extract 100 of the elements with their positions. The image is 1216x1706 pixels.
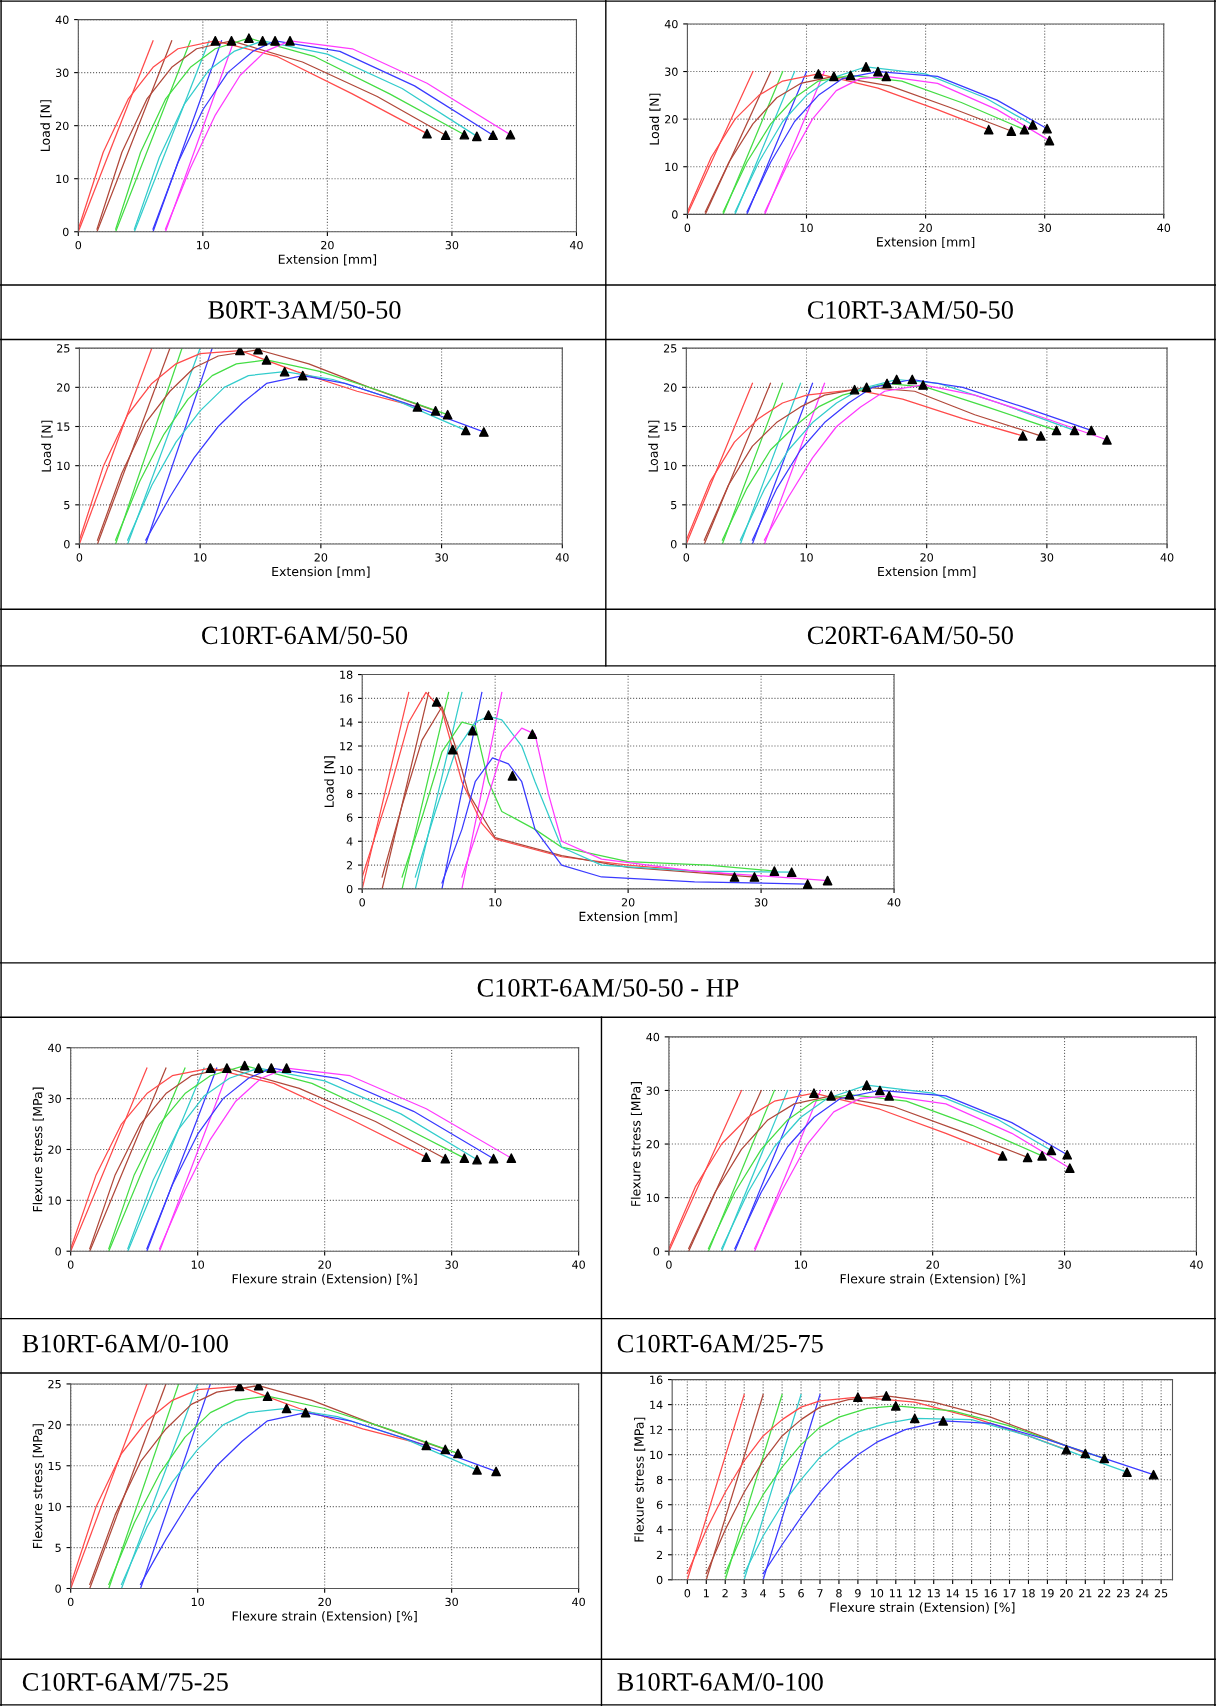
x-tick-label: 6 bbox=[798, 1589, 804, 1598]
x-tick-label: 5 bbox=[779, 1589, 785, 1598]
x-tick-label: 10 bbox=[489, 898, 502, 907]
x-tick-label: 10 bbox=[191, 1260, 205, 1269]
x-tick-label: 13 bbox=[927, 1589, 940, 1598]
text: C10RT-6AM/75-25 bbox=[22, 1673, 228, 1691]
y-tick-label: 0 bbox=[64, 539, 70, 549]
y-axis-title: Load [N] bbox=[648, 420, 660, 472]
text: C20RT-6AM/50-50 bbox=[807, 626, 1013, 645]
x-tick-label: 0 bbox=[75, 240, 82, 250]
x-tick-label: 20 bbox=[1060, 1589, 1073, 1598]
y-tick-label: 20 bbox=[663, 383, 677, 392]
x-tick-label: 10 bbox=[871, 1589, 884, 1598]
y-tick-label: 0 bbox=[670, 539, 677, 549]
y-tick-label: 20 bbox=[665, 115, 678, 124]
y-tick-label: 0 bbox=[672, 210, 678, 219]
x-tick-label: 20 bbox=[920, 553, 934, 562]
y-axis-title: Load [N] bbox=[324, 756, 336, 808]
y-tick-label: 10 bbox=[665, 162, 678, 172]
x-tick-label: 8 bbox=[836, 1589, 842, 1598]
y-tick-label: 8 bbox=[346, 789, 353, 799]
y-tick-label: 14 bbox=[650, 1400, 663, 1409]
y-axis-title: Load [N] bbox=[41, 420, 53, 472]
y-tick-label: 40 bbox=[664, 19, 678, 29]
x-tick-label: 20 bbox=[919, 223, 932, 232]
y-tick-label: 5 bbox=[671, 500, 677, 510]
x-tick-label: 7 bbox=[817, 1589, 823, 1598]
x-tick-label: 4 bbox=[760, 1589, 767, 1598]
y-tick-label: 18 bbox=[340, 670, 353, 679]
y-tick-label: 20 bbox=[57, 383, 70, 392]
x-tick-label: 20 bbox=[621, 898, 635, 907]
y-axis-title: Flexure stress [MPa] bbox=[634, 1417, 646, 1542]
x-tick-label: 12 bbox=[908, 1589, 921, 1598]
y-tick-label: 15 bbox=[664, 422, 677, 431]
y-tick-label: 10 bbox=[48, 1502, 61, 1512]
y-axis-title: Load [N] bbox=[649, 93, 661, 145]
x-axis-title: Extension [mm] bbox=[272, 566, 370, 578]
x-tick-label: 23 bbox=[1116, 1589, 1130, 1598]
y-axis-title: Flexure stress [MPa] bbox=[32, 1424, 44, 1549]
y-tick-label: 25 bbox=[663, 344, 677, 353]
x-tick-label: 40 bbox=[572, 1597, 585, 1607]
text: C10RT-6AM/50-50 - HP bbox=[477, 978, 739, 997]
y-tick-label: 5 bbox=[55, 1543, 61, 1552]
x-tick-label: 1 bbox=[703, 1589, 709, 1598]
x-tick-label: 20 bbox=[318, 1260, 331, 1269]
x-tick-label: 19 bbox=[1041, 1589, 1054, 1598]
x-tick-label: 20 bbox=[314, 553, 328, 562]
x-tick-label: 3 bbox=[741, 1589, 747, 1598]
y-tick-label: 40 bbox=[646, 1032, 660, 1042]
x-tick-label: 10 bbox=[197, 240, 210, 250]
x-tick-label: 30 bbox=[1038, 223, 1052, 232]
y-tick-label: 5 bbox=[64, 500, 70, 510]
y-tick-label: 20 bbox=[55, 121, 69, 131]
x-tick-label: 0 bbox=[359, 898, 365, 907]
x-tick-label: 40 bbox=[555, 553, 569, 562]
y-tick-label: 10 bbox=[56, 174, 69, 184]
y-tick-label: 0 bbox=[653, 1247, 660, 1256]
x-tick-label: 20 bbox=[318, 1597, 331, 1607]
x-tick-label: 10 bbox=[794, 1260, 808, 1269]
y-tick-label: 14 bbox=[340, 718, 353, 727]
x-tick-label: 18 bbox=[1022, 1589, 1035, 1598]
y-tick-label: 10 bbox=[646, 1193, 660, 1203]
x-axis-title: Extension [mm] bbox=[877, 236, 975, 249]
text: C10RT-3AM/50-50 bbox=[807, 301, 1013, 319]
x-tick-label: 30 bbox=[1040, 553, 1054, 562]
x-axis-title: Extension [mm] bbox=[878, 566, 976, 578]
y-tick-label: 30 bbox=[55, 68, 69, 77]
x-tick-label: 40 bbox=[1157, 223, 1171, 232]
x-tick-label: 16 bbox=[984, 1589, 997, 1598]
y-tick-label: 10 bbox=[650, 1450, 663, 1460]
y-tick-label: 15 bbox=[48, 1461, 61, 1471]
y-tick-label: 2 bbox=[656, 1550, 663, 1559]
y-tick-label: 4 bbox=[346, 837, 353, 846]
y-tick-label: 25 bbox=[48, 1379, 61, 1389]
y-tick-label: 12 bbox=[340, 741, 353, 751]
y-tick-label: 0 bbox=[55, 1247, 61, 1256]
text: C10RT-6AM/25-75 bbox=[617, 1334, 823, 1353]
x-tick-label: 0 bbox=[684, 1589, 691, 1598]
y-tick-label: 20 bbox=[646, 1140, 660, 1149]
x-tick-label: 30 bbox=[435, 553, 448, 562]
y-tick-label: 2 bbox=[346, 861, 353, 870]
y-tick-label: 10 bbox=[57, 461, 70, 471]
y-tick-label: 10 bbox=[340, 765, 353, 775]
y-tick-label: 15 bbox=[57, 422, 70, 431]
y-tick-label: 8 bbox=[656, 1475, 663, 1485]
x-tick-label: 40 bbox=[572, 1260, 585, 1269]
x-tick-label: 40 bbox=[1189, 1260, 1203, 1269]
y-axis-title: Flexure stress [MPa] bbox=[630, 1082, 643, 1206]
y-tick-label: 10 bbox=[48, 1196, 61, 1205]
x-axis-title: Flexure strain (Extension) [%] bbox=[232, 1611, 417, 1623]
y-tick-label: 30 bbox=[646, 1086, 660, 1095]
x-tick-label: 14 bbox=[946, 1589, 960, 1598]
y-tick-label: 20 bbox=[48, 1420, 61, 1430]
y-tick-label: 4 bbox=[656, 1525, 663, 1534]
x-tick-label: 9 bbox=[855, 1589, 861, 1598]
x-axis-title: Extension [mm] bbox=[278, 254, 377, 266]
x-tick-label: 17 bbox=[1003, 1589, 1016, 1598]
text: C10RT-6AM/50-50 bbox=[202, 626, 408, 645]
x-axis-title: Extension [mm] bbox=[579, 911, 677, 923]
x-tick-label: 22 bbox=[1098, 1589, 1111, 1598]
